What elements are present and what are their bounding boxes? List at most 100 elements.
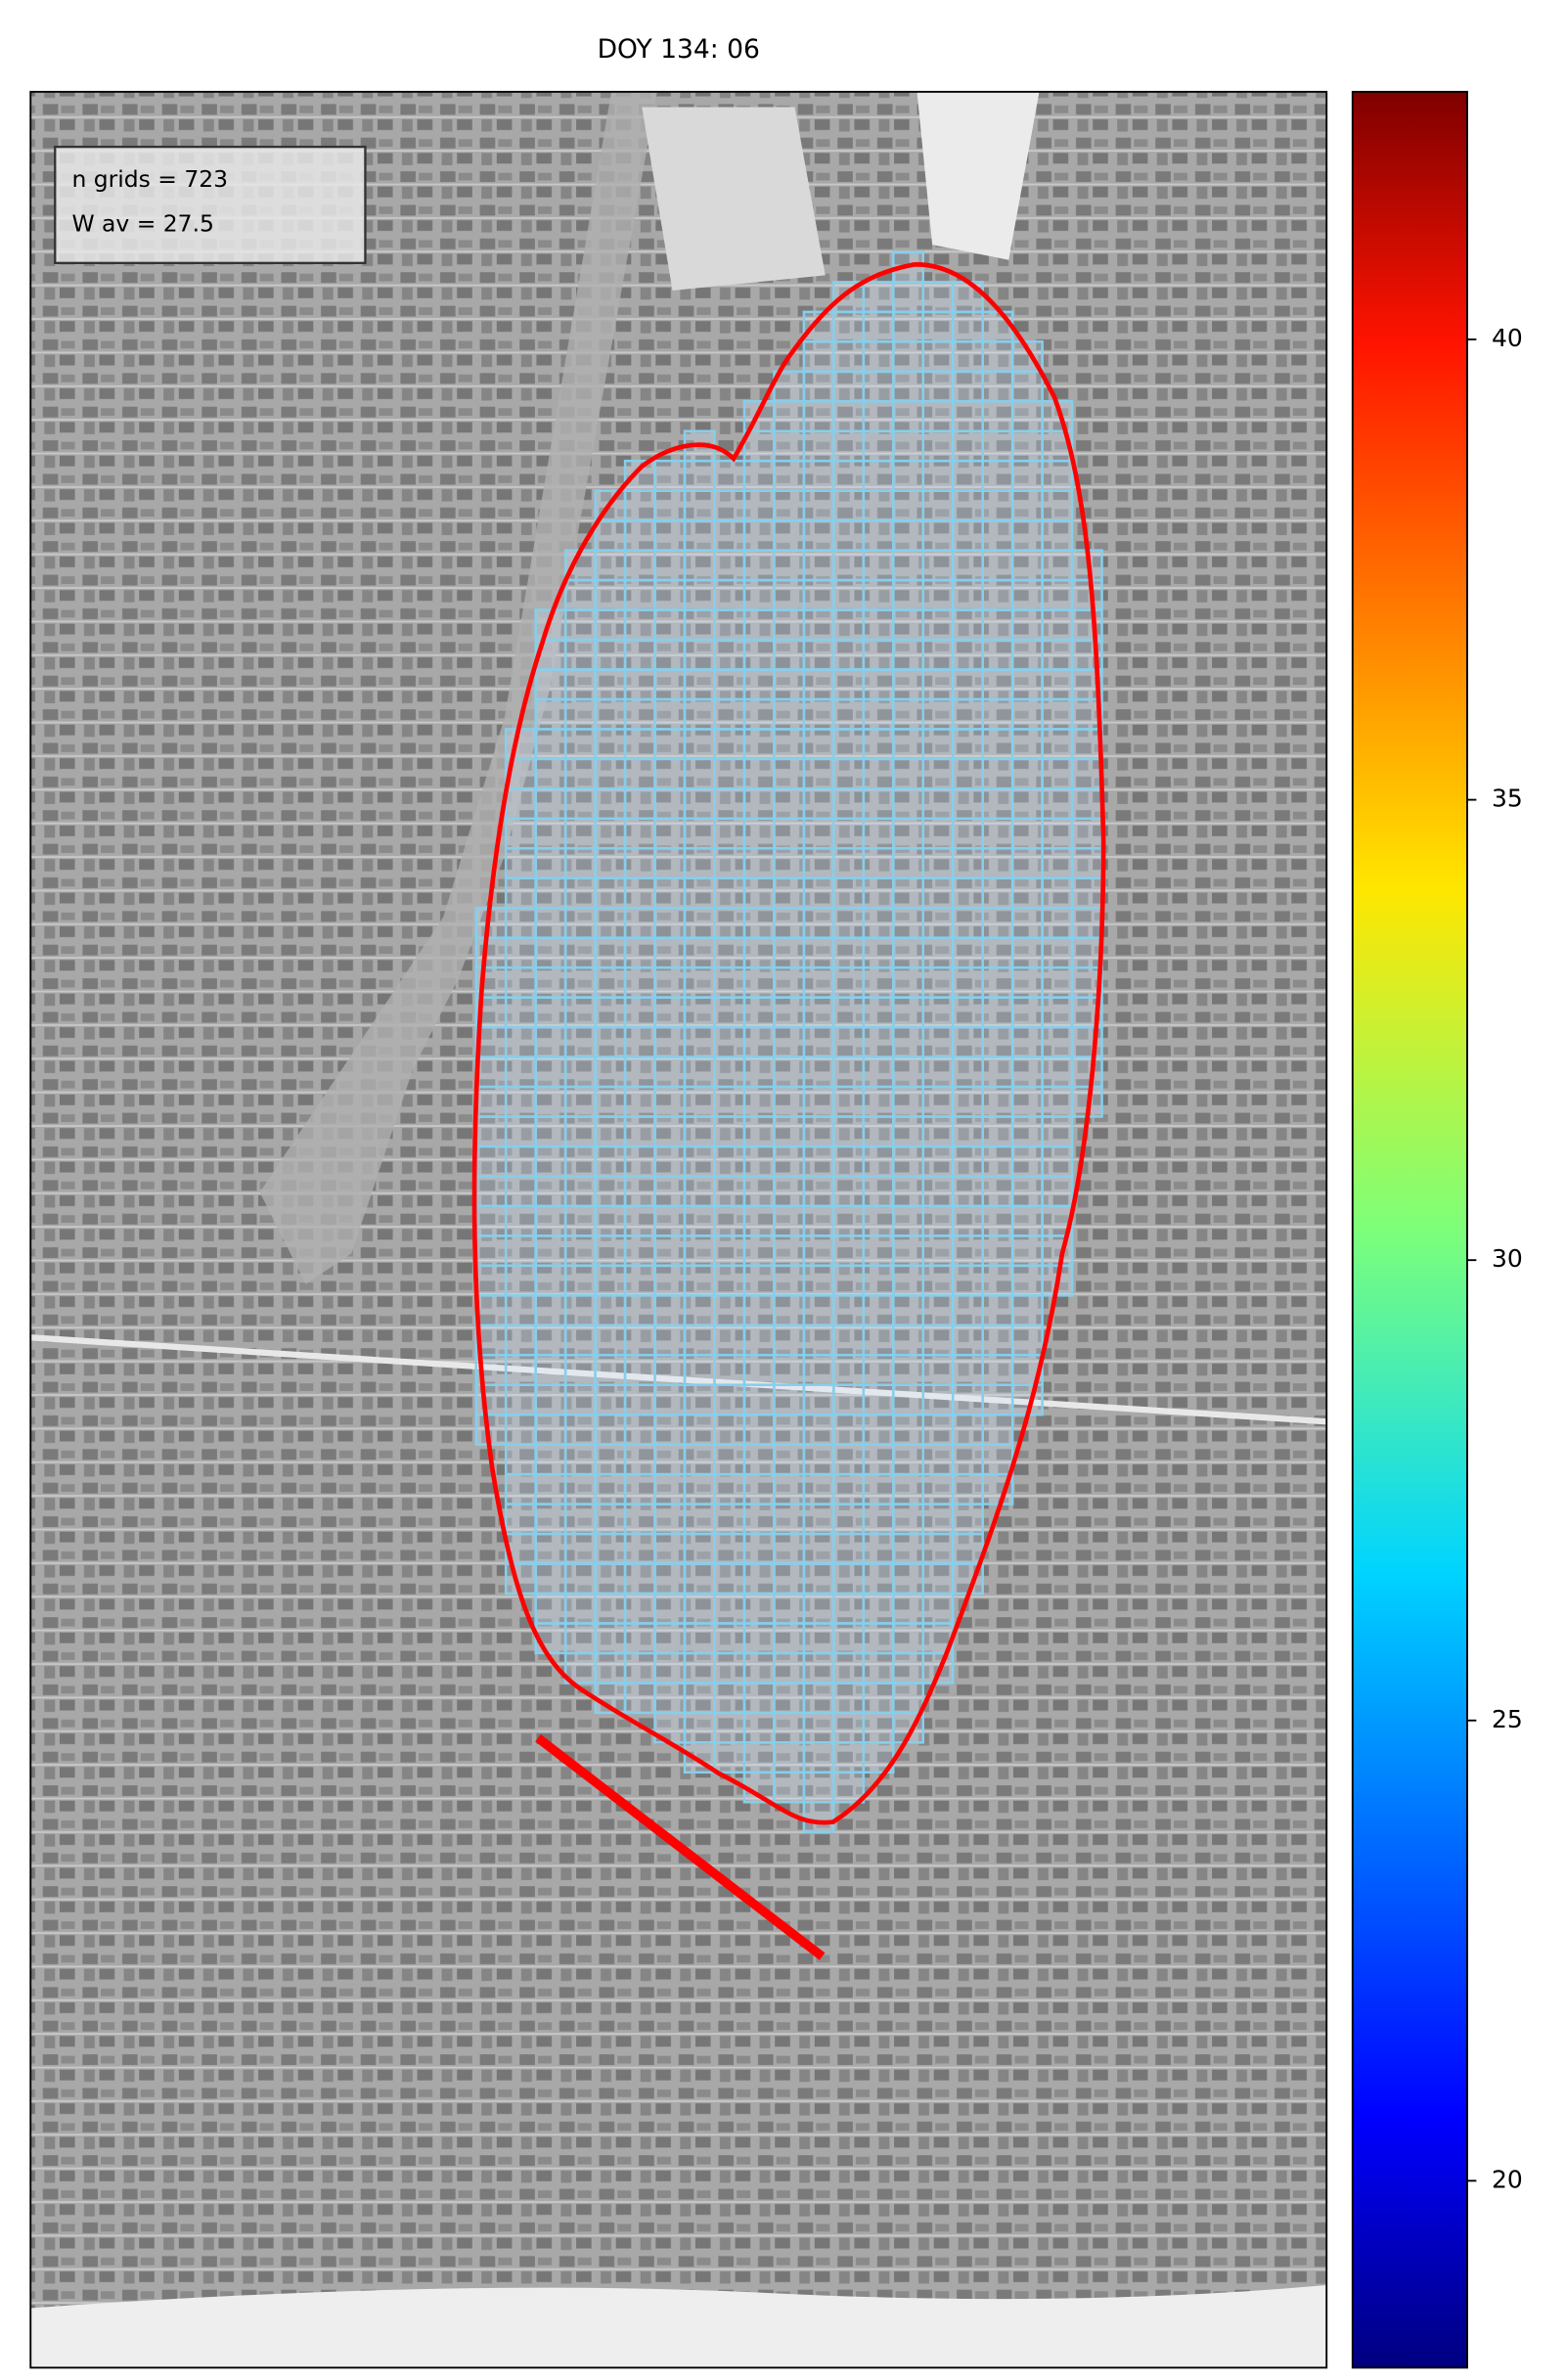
grid-cell — [534, 1383, 567, 1416]
grid-cell — [683, 1025, 716, 1058]
grid-cell — [683, 1383, 716, 1416]
grid-cell — [1041, 697, 1074, 731]
grid-cell — [1010, 1383, 1044, 1416]
grid-cell — [1010, 787, 1044, 821]
grid-cell — [892, 578, 924, 611]
grid-cell — [1010, 638, 1044, 671]
grid-cell — [802, 1204, 835, 1237]
grid-cell — [802, 1085, 835, 1118]
grid-cell — [742, 1532, 776, 1565]
grid-cell — [773, 608, 806, 642]
grid-cell — [713, 1235, 746, 1268]
grid-cell — [951, 1175, 984, 1208]
grid-cell — [474, 1294, 508, 1327]
grid-cell — [951, 399, 984, 432]
grid-cell — [1010, 1085, 1044, 1118]
grid-cell — [773, 1354, 806, 1386]
grid-cell — [1010, 608, 1044, 642]
grid-cell — [623, 638, 656, 671]
grid-cell — [713, 996, 746, 1029]
grid-cell — [951, 965, 984, 999]
grid-cell — [653, 1503, 687, 1536]
grid-cell — [623, 876, 656, 910]
grid-cell — [773, 429, 806, 463]
grid-cell — [594, 1532, 627, 1565]
reservoir — [917, 91, 1040, 260]
grid-cell — [951, 1383, 984, 1416]
grid-cell — [623, 1235, 656, 1268]
grid-cell — [921, 638, 955, 671]
grid-cell — [534, 876, 567, 910]
grid-cell — [802, 459, 835, 492]
grid-cell — [713, 1503, 746, 1536]
grid-cell — [742, 1235, 776, 1268]
grid-cell — [1041, 668, 1074, 701]
grid-cell — [951, 876, 984, 910]
grid-cell — [802, 697, 835, 731]
grid-cell — [504, 1115, 537, 1148]
grid-cell — [683, 608, 716, 642]
grid-cell — [773, 1294, 806, 1327]
grid-cell — [862, 1682, 895, 1715]
grid-cell — [594, 996, 627, 1029]
grid-cell — [892, 728, 924, 761]
grid-cell — [1010, 1235, 1044, 1268]
grid-cell — [653, 1443, 687, 1476]
grid-cell — [802, 965, 835, 999]
grid-cell — [892, 340, 924, 374]
grid-cell — [802, 847, 835, 879]
grid-cell — [981, 1235, 1014, 1268]
colorbar: 20 25 30 35 40 — [1351, 90, 1523, 2369]
grid-cell — [594, 1115, 627, 1148]
grid-cell — [683, 1532, 716, 1565]
river — [30, 2285, 1327, 2368]
grid-cell — [623, 1622, 656, 1655]
grid-cell — [594, 697, 627, 731]
grid-cell — [534, 1115, 567, 1148]
grid-cell — [862, 608, 895, 642]
grid-cell — [623, 518, 656, 552]
grid-cell — [474, 1145, 508, 1178]
grid-cell — [623, 1472, 656, 1505]
grid-cell — [594, 1354, 627, 1386]
grid-cell — [742, 906, 776, 939]
grid-cell — [832, 429, 866, 463]
grid-cell — [594, 817, 627, 850]
grid-cell — [534, 668, 567, 701]
grid-cell — [802, 1771, 835, 1804]
grid-cell — [623, 668, 656, 701]
grid-cell — [951, 518, 984, 552]
grid-cell — [862, 1354, 895, 1386]
grid-cell — [1010, 847, 1044, 879]
grid-cell — [594, 936, 627, 969]
grid-cell — [802, 1145, 835, 1178]
grid-cell — [623, 1115, 656, 1148]
grid-cell — [892, 399, 924, 432]
grid-cell — [832, 1651, 866, 1684]
grid-cell — [981, 549, 1014, 582]
grid-cell — [832, 1443, 866, 1476]
grid-cell — [892, 876, 924, 910]
grid-cell — [1041, 996, 1074, 1029]
grid-cell — [951, 281, 984, 314]
grid-cell — [773, 757, 806, 790]
grid-cell — [563, 1354, 597, 1386]
grid-cell — [862, 340, 895, 374]
park — [642, 107, 826, 291]
grid-cell — [653, 1055, 687, 1089]
grid-cell — [951, 459, 984, 492]
grid-cell — [534, 906, 567, 939]
grid-cell — [683, 1682, 716, 1715]
grid-cell — [713, 906, 746, 939]
grid-cell — [921, 1354, 955, 1386]
grid-cell — [713, 638, 746, 671]
grid-cell — [1041, 965, 1074, 999]
grid-cell — [892, 1651, 924, 1684]
grid-cell — [832, 697, 866, 731]
grid-cell — [1010, 1115, 1044, 1148]
grid-cell — [892, 1562, 924, 1595]
grid-cell — [504, 1085, 537, 1118]
grid-cell — [534, 1175, 567, 1208]
grid-cell — [683, 1235, 716, 1268]
grid-cell — [713, 728, 746, 761]
